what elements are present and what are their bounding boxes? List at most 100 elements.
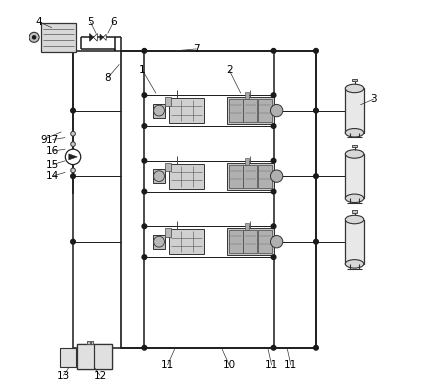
Circle shape [271,236,283,248]
Circle shape [154,171,164,182]
Polygon shape [100,34,103,40]
Bar [87,341,89,344]
Circle shape [142,48,147,53]
Circle shape [314,108,318,113]
Bar [245,158,249,164]
Circle shape [65,149,81,164]
Circle shape [71,142,75,146]
Bar [91,341,93,344]
Bar [258,230,272,253]
Text: 11: 11 [284,360,298,370]
Bar [91,341,93,344]
Circle shape [271,189,276,194]
Ellipse shape [345,150,364,158]
Circle shape [29,33,39,42]
Bar [165,228,171,237]
Bar [229,99,243,122]
Circle shape [314,346,318,350]
Text: 17: 17 [46,135,59,144]
Circle shape [271,174,276,178]
Bar [244,164,257,188]
Bar [169,98,204,123]
Circle shape [271,170,283,182]
Bar [352,145,357,147]
Circle shape [271,104,283,117]
Bar [352,210,357,212]
Text: 12: 12 [93,370,107,380]
Bar [227,97,274,124]
Text: 5: 5 [87,17,94,27]
Text: 15: 15 [46,159,59,170]
Circle shape [71,132,75,136]
Text: 8: 8 [105,73,111,83]
Text: 2: 2 [226,65,233,75]
Circle shape [271,224,276,229]
Circle shape [271,124,276,128]
Polygon shape [93,33,97,41]
Circle shape [271,93,276,98]
Bar [258,164,272,188]
Text: 7: 7 [193,44,200,54]
Ellipse shape [345,260,364,268]
Bar [245,223,249,230]
Text: 13: 13 [57,370,70,380]
Bar [77,344,112,369]
Ellipse shape [345,215,364,224]
Bar [244,230,257,253]
Circle shape [271,346,276,350]
Circle shape [142,158,147,163]
Text: 4: 4 [36,17,43,27]
Text: 10: 10 [223,360,236,370]
Bar [153,104,165,118]
Text: 3: 3 [370,94,377,104]
Circle shape [154,236,164,247]
Circle shape [71,168,75,173]
Circle shape [71,174,75,178]
Circle shape [271,255,276,259]
Bar [345,88,364,133]
Polygon shape [89,33,93,41]
Circle shape [142,189,147,194]
Circle shape [271,108,276,113]
Circle shape [271,48,276,53]
Bar [77,344,112,369]
Circle shape [271,240,276,244]
Circle shape [271,158,276,163]
Bar [165,163,171,171]
Bar [41,23,76,52]
Bar [229,230,243,253]
Bar [229,164,243,188]
Bar [258,99,272,122]
Circle shape [314,240,318,244]
Circle shape [314,174,318,178]
Circle shape [142,224,147,229]
Text: 14: 14 [46,171,59,181]
Text: 9: 9 [40,135,47,144]
Ellipse shape [345,84,364,92]
Circle shape [314,48,318,53]
Bar [227,163,274,190]
Bar [169,164,204,189]
Circle shape [142,346,147,350]
Text: 11: 11 [161,360,174,370]
Text: 11: 11 [265,360,278,370]
Circle shape [142,93,147,98]
Ellipse shape [345,194,364,202]
Text: 6: 6 [110,17,117,27]
Circle shape [154,105,164,116]
Bar [227,228,274,255]
Bar [244,99,257,122]
Bar [169,229,204,254]
Ellipse shape [345,128,364,137]
Text: 1: 1 [139,65,146,75]
Bar [153,235,165,248]
Polygon shape [103,34,106,40]
Circle shape [142,255,147,259]
Bar [60,348,76,367]
Bar [345,154,364,198]
Circle shape [71,240,75,244]
Bar [87,341,89,344]
Bar [153,169,165,183]
Text: 16: 16 [46,146,59,156]
Polygon shape [69,154,77,160]
